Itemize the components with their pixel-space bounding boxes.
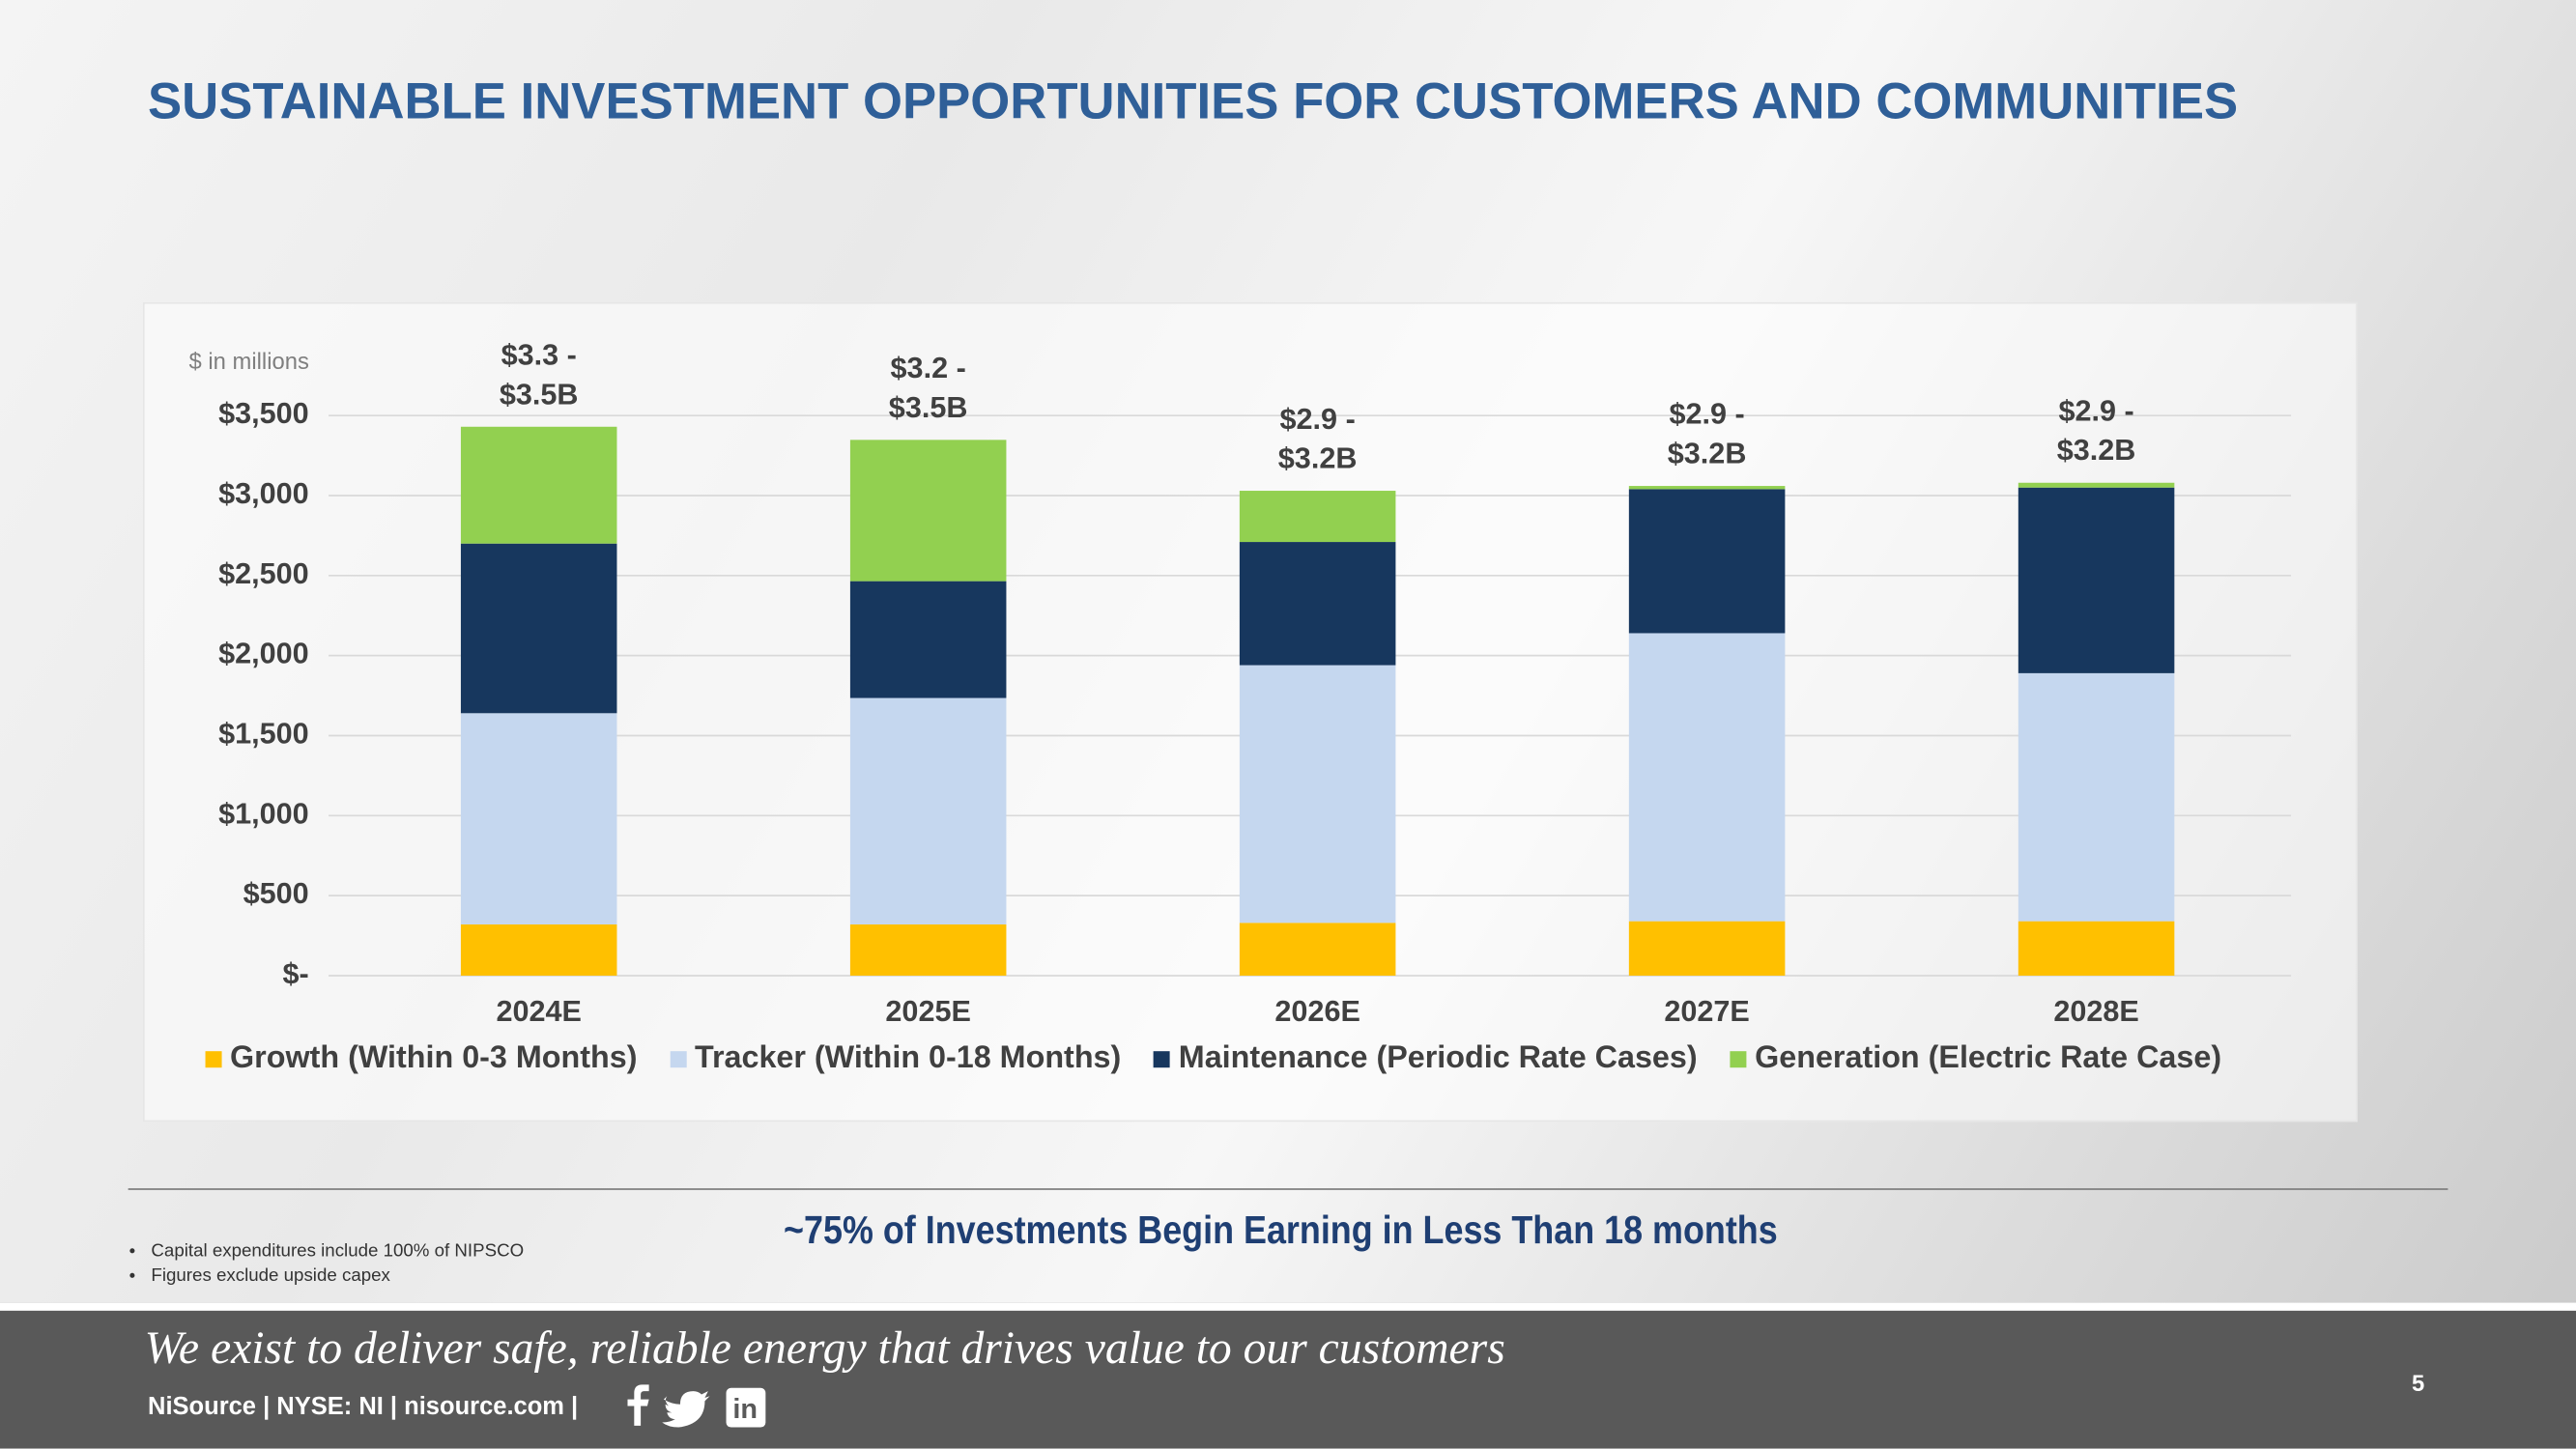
legend-item: Growth (Within 0-3 Months) — [205, 1040, 638, 1077]
bar-segment — [849, 440, 1007, 582]
footnote: Capital expenditures include 100% of NIP… — [151, 1240, 524, 1265]
total-label: $3.3 - $3.5B — [499, 337, 579, 411]
y-tick-label: $1,500 — [218, 718, 309, 751]
y-tick-label: $2,500 — [218, 557, 309, 590]
y-tick-label: $1,000 — [218, 797, 309, 830]
legend-item: Generation (Electric Rate Case) — [1730, 1040, 2222, 1077]
bar-segment — [1628, 921, 1786, 976]
legend-swatch — [205, 1051, 222, 1068]
callout: ~75% of Investments Begin Earning in Les… — [784, 1208, 1778, 1254]
bar-segment — [2018, 672, 2175, 922]
bar-segment — [2018, 487, 2175, 673]
bar-segment — [460, 923, 617, 976]
bar-segment — [1239, 923, 1396, 976]
legend-swatch — [670, 1051, 687, 1068]
legend-label: Generation (Electric Rate Case) — [1755, 1040, 2222, 1076]
bar-segment — [1628, 486, 1786, 490]
bar-segment — [1628, 633, 1786, 922]
x-tick-label: 2028E — [2053, 995, 2138, 1028]
y-tick-label: $- — [282, 957, 308, 990]
legend-swatch — [1730, 1051, 1747, 1068]
bar-segment — [1628, 489, 1786, 634]
x-tick-label: 2025E — [885, 995, 970, 1028]
footnotes: Capital expenditures include 100% of NIP… — [115, 1240, 524, 1290]
bar-segment — [2018, 482, 2175, 488]
footer-bar — [0, 1302, 2576, 1449]
bar-segment — [849, 581, 1007, 698]
bar-segment — [1239, 665, 1396, 923]
legend-item: Tracker (Within 0-18 Months) — [670, 1041, 1121, 1077]
bar-segment — [1239, 491, 1396, 543]
bar-segment — [1239, 542, 1396, 666]
y-tick-label: $500 — [243, 877, 309, 910]
legend: Growth (Within 0-3 Months) Tracker (Withi… — [205, 1040, 2222, 1077]
y-tick-label: $3,500 — [218, 397, 309, 430]
total-label: $2.9 - $3.2B — [2056, 393, 2136, 467]
legend-item: Maintenance (Periodic Rate Cases) — [1154, 1040, 1698, 1077]
footnote: Figures exclude upside capex — [151, 1264, 524, 1290]
x-tick-label: 2026E — [1274, 995, 1360, 1028]
tagline: We exist to deliver safe, reliable energ… — [144, 1323, 1505, 1376]
company-info: NiSource | NYSE: NI | nisource.com | — [148, 1392, 579, 1421]
legend-label: Maintenance (Periodic Rate Cases) — [1178, 1040, 1698, 1076]
y-tick-label: $2,000 — [218, 638, 309, 670]
y-tick-label: $3,000 — [218, 477, 309, 510]
legend-swatch — [1154, 1051, 1171, 1068]
total-label: $2.9 - $3.2B — [1277, 402, 1358, 475]
x-tick-label: 2024E — [496, 995, 581, 1028]
page-number: 5 — [2412, 1370, 2425, 1397]
legend-label: Tracker (Within 0-18 Months) — [694, 1040, 1122, 1076]
bar-segment — [2018, 921, 2175, 976]
unit-label: $ in millions — [189, 349, 309, 375]
total-label: $2.9 - $3.2B — [1667, 397, 1747, 470]
bar-segment — [460, 543, 617, 714]
bar-segment — [460, 713, 617, 924]
x-tick-label: 2027E — [1664, 995, 1749, 1028]
total-label: $3.2 - $3.5B — [888, 351, 968, 424]
slide-title: SUSTAINABLE INVESTMENT OPPORTUNITIES FOR… — [148, 71, 2239, 130]
bar-segment — [849, 697, 1007, 924]
legend-label: Growth (Within 0-3 Months) — [230, 1040, 638, 1076]
bar-segment — [849, 923, 1007, 976]
bar-segment — [460, 426, 617, 544]
